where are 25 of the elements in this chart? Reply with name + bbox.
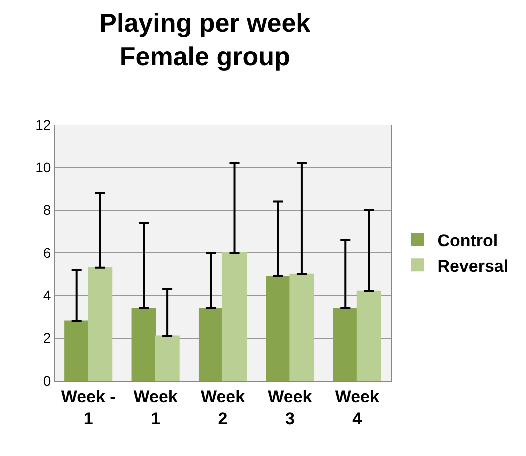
y-tick-label: 0 [43, 372, 52, 389]
x-tick-label: Week - 1 [61, 387, 116, 428]
bar [88, 267, 113, 381]
legend-label: Reversal [438, 256, 509, 276]
bar [64, 320, 90, 381]
y-tick-label: 8 [43, 202, 52, 218]
bar [290, 274, 314, 381]
x-tick-label: Week 3 [268, 387, 313, 428]
y-tick-label: 6 [43, 244, 52, 261]
bar [155, 336, 180, 381]
bar [333, 308, 358, 381]
chart-title: Playing per week Female group [100, 8, 312, 72]
x-tick-label: Week 4 [335, 387, 380, 428]
bar [132, 308, 156, 381]
bar [356, 290, 382, 381]
bar [266, 276, 291, 381]
bar [198, 308, 224, 381]
legend-label: Control [438, 232, 498, 251]
y-tick-label: 2 [43, 330, 52, 346]
y-tick-label: 12 [36, 116, 52, 133]
y-tick-label: 4 [43, 288, 52, 304]
x-tick-label: Week 2 [200, 387, 246, 428]
y-tick-label: 10 [36, 160, 52, 176]
x-tick-label: Week 1 [134, 387, 178, 428]
bar [222, 252, 248, 381]
